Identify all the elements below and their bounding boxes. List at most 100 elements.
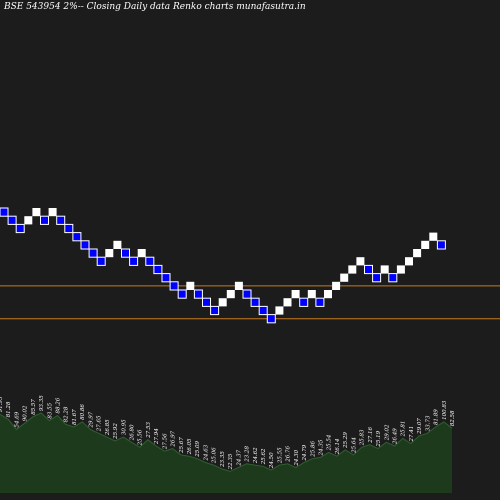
volume-label: 27.53 xyxy=(146,421,152,438)
renko-brick-up xyxy=(332,281,341,290)
volume-label: 25.56 xyxy=(138,429,144,446)
chart-title: BSE 543954 2%-- Closing Daily data Renko… xyxy=(4,2,306,12)
volume-label: 26.05 xyxy=(187,438,193,455)
volume-area xyxy=(0,413,452,493)
volume-label: 25.06 xyxy=(212,447,218,464)
volume-label: 25.81 xyxy=(401,421,407,438)
volume-label: 82.28 xyxy=(64,406,70,422)
volume-label: 29.07 xyxy=(417,418,423,435)
renko-brick-up xyxy=(348,265,357,274)
renko-brick-up xyxy=(234,281,243,290)
volume-label: 25.55 xyxy=(277,447,283,464)
volume-label: 27.41 xyxy=(409,426,415,443)
renko-brick-up xyxy=(218,298,227,307)
renko-brick-up xyxy=(283,298,292,307)
volume-label: 27.65 xyxy=(97,415,103,432)
volume-label: 93.35 xyxy=(39,395,45,411)
volume-label: 26.14 xyxy=(335,438,341,455)
renko-brick-up xyxy=(291,290,300,299)
renko-brick-down xyxy=(250,297,260,307)
renko-brick-up xyxy=(186,281,195,290)
renko-brick-down xyxy=(372,273,382,283)
renko-brick-up xyxy=(421,240,430,249)
renko-brick-down xyxy=(88,248,98,258)
renko-brick-down xyxy=(177,289,187,299)
volume-label: 22.35 xyxy=(228,453,234,470)
renko-brick-up xyxy=(380,265,389,274)
renko-brick-down xyxy=(388,273,398,283)
renko-brick-down xyxy=(7,215,17,225)
renko-brick-up xyxy=(137,249,146,258)
renko-brick-down xyxy=(161,273,171,283)
volume-label: 24.62 xyxy=(253,447,259,464)
renko-brick-up xyxy=(340,273,349,282)
renko-brick-down xyxy=(56,215,66,225)
volume-label: 30.95 xyxy=(121,419,127,435)
renko-brick-up xyxy=(24,216,33,225)
volume-label: 29.97 xyxy=(88,411,94,428)
renko-brick-down xyxy=(169,281,179,291)
renko-brick-down xyxy=(96,256,106,266)
volume-label: 33.73 xyxy=(425,415,431,431)
renko-brick-down xyxy=(80,240,90,250)
volume-label: 82.58 xyxy=(450,410,456,426)
volume-label: 24.63 xyxy=(204,444,210,461)
renko-brick-up xyxy=(226,290,235,299)
volume-label: 81.67 xyxy=(72,409,78,425)
volume-label: 24.30 xyxy=(294,449,300,466)
renko-brick-down xyxy=(40,215,49,225)
volume-label: 23.28 xyxy=(245,446,251,463)
renko-brick-down xyxy=(129,256,139,266)
volume-label: 81.28 xyxy=(6,401,12,417)
volume-label: 24.35 xyxy=(319,439,325,456)
renko-brick-up xyxy=(356,257,365,266)
volume-line xyxy=(0,412,453,472)
renko-brick-up xyxy=(275,306,284,315)
renko-brick-up xyxy=(429,232,438,241)
volume-label: 83.55 xyxy=(47,402,53,418)
renko-brick-down xyxy=(15,223,25,234)
renko-brick-down xyxy=(436,240,446,250)
renko-brick-down xyxy=(153,264,163,275)
renko-brick-up xyxy=(324,290,332,299)
volume-label: 24.79 xyxy=(302,444,308,461)
renko-brick-up xyxy=(113,240,122,249)
volume-label: 26.80 xyxy=(130,424,136,441)
volume-label: 81.89 xyxy=(434,409,440,425)
volume-label: 88.26 xyxy=(56,397,62,413)
volume-label: 26.85 xyxy=(105,419,111,436)
volume-label: 25.09 xyxy=(195,440,201,457)
volume-label: 54.69 xyxy=(14,411,20,427)
volume-label: 29.02 xyxy=(384,424,390,441)
volume-label: 26.76 xyxy=(286,446,292,463)
renko-brick-down xyxy=(210,305,220,316)
renko-brick-up xyxy=(413,249,422,258)
renko-brick-down xyxy=(0,207,9,217)
renko-brick-down xyxy=(121,248,130,258)
renko-brick-down xyxy=(202,297,211,307)
renko-brick-down xyxy=(72,232,82,242)
volume-label: 80.86 xyxy=(80,404,86,420)
volume-label: 27.16 xyxy=(368,426,374,443)
renko-brick-down xyxy=(364,264,373,275)
volume-label: 25.83 xyxy=(360,429,366,446)
volume-label: 26.97 xyxy=(171,430,177,447)
volume-label: 25.64 xyxy=(351,437,357,454)
volume-label: 25.92 xyxy=(113,423,119,440)
renko-brick-down xyxy=(145,256,155,266)
volume-label: 25.86 xyxy=(310,440,316,457)
volume-label: 90.02 xyxy=(23,405,29,421)
volume-label: 27.94 xyxy=(154,428,160,445)
renko-brick-up xyxy=(48,208,57,217)
volume-label: 100.83 xyxy=(442,400,448,420)
volume-label: 25.54 xyxy=(327,434,333,451)
renko-brick-up xyxy=(105,249,114,258)
volume-label: 25.62 xyxy=(261,448,267,465)
volume-label: 25.19 xyxy=(376,430,382,447)
volume-label: 24.50 xyxy=(269,452,275,469)
volume-label: 26.49 xyxy=(393,428,399,445)
volume-label: 85.57 xyxy=(31,399,37,415)
volume-label: 25.67 xyxy=(179,437,185,454)
renko-brick-up xyxy=(32,208,41,217)
